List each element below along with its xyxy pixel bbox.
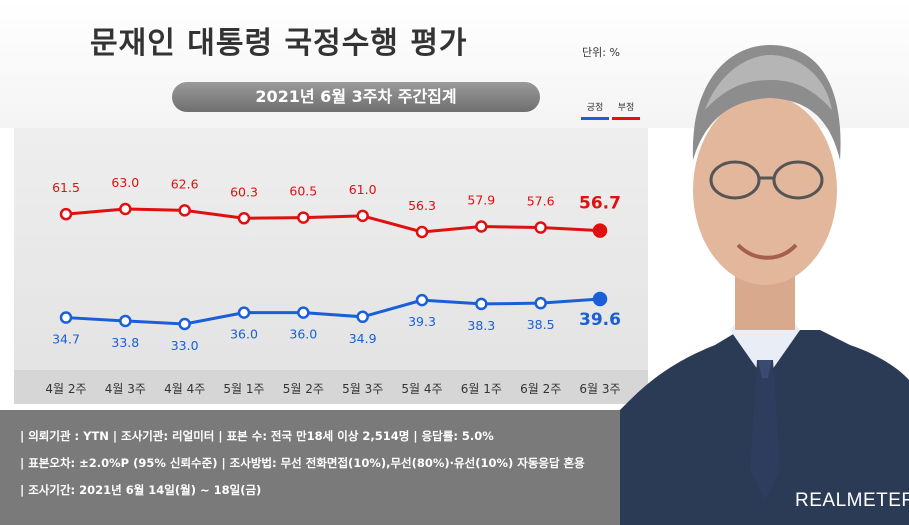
data-label: 34.7 bbox=[52, 332, 80, 347]
data-label: 38.3 bbox=[467, 318, 495, 333]
data-point bbox=[59, 311, 73, 324]
legend-negative: 부정 bbox=[612, 100, 640, 120]
plot-area bbox=[14, 128, 648, 404]
unit-label: 단위: % bbox=[582, 46, 620, 59]
data-point bbox=[534, 221, 547, 234]
data-point bbox=[592, 223, 608, 238]
data-point bbox=[178, 317, 191, 331]
legend-negative-label: 부정 bbox=[617, 103, 635, 113]
data-point bbox=[297, 306, 310, 319]
data-point bbox=[415, 225, 429, 239]
x-tick-label: 4월 2주 bbox=[45, 382, 86, 396]
data-label: 57.6 bbox=[527, 194, 555, 209]
data-label: 56.7 bbox=[579, 194, 621, 214]
survey-info-line-3: | 조사기간: 2021년 6월 14일(월) ~ 18일(금) bbox=[20, 483, 262, 497]
data-label: 60.3 bbox=[230, 184, 258, 199]
legend-negative-swatch bbox=[612, 117, 640, 120]
data-label: 61.0 bbox=[349, 182, 377, 197]
x-tick-label: 4월 4주 bbox=[164, 382, 205, 396]
period-subtitle: 2021년 6월 3주차 주간집계 bbox=[172, 82, 540, 112]
legend-positive-label: 긍정 bbox=[586, 103, 604, 113]
data-point bbox=[415, 293, 429, 307]
data-point bbox=[356, 310, 369, 324]
data-point bbox=[475, 297, 488, 311]
data-point bbox=[475, 220, 488, 233]
data-point bbox=[237, 212, 251, 225]
chart-title: 문재인 대통령 국정수행 평가 bbox=[90, 26, 468, 61]
data-point bbox=[119, 314, 132, 328]
data-label: 63.0 bbox=[111, 175, 139, 190]
series-line-positive bbox=[65, 297, 601, 326]
president-portrait bbox=[620, 45, 909, 525]
x-tick-label: 5월 3주 bbox=[342, 382, 383, 396]
data-label: 38.5 bbox=[527, 317, 555, 332]
data-point bbox=[592, 291, 608, 307]
data-label: 36.0 bbox=[289, 327, 317, 342]
data-label: 39.6 bbox=[579, 310, 621, 330]
survey-info-line-1: | 의뢰기관 : YTN | 조사기관: 리얼미터 | 표본 수: 전국 만18… bbox=[20, 429, 494, 443]
x-tick-label: 6월 2주 bbox=[520, 382, 561, 396]
data-label: 39.3 bbox=[408, 314, 436, 329]
data-point bbox=[237, 306, 251, 319]
data-label: 34.9 bbox=[349, 331, 377, 346]
legend-positive-swatch bbox=[581, 117, 609, 120]
x-tick-label: 4월 3주 bbox=[105, 382, 146, 396]
data-label: 56.3 bbox=[408, 198, 436, 213]
x-tick-label: 6월 1주 bbox=[461, 382, 502, 396]
data-label: 33.0 bbox=[171, 338, 199, 353]
survey-info-line-2: | 표본오차: ±2.0%P (95% 신뢰수준) | 조사방법: 무선 전화면… bbox=[20, 456, 585, 470]
x-tick-label: 5월 2주 bbox=[283, 382, 324, 396]
x-tick-label: 5월 4주 bbox=[401, 382, 442, 396]
data-point bbox=[178, 204, 191, 217]
data-label: 62.6 bbox=[171, 176, 199, 191]
realmeter-logo: REALMETER bbox=[795, 490, 909, 511]
data-label: 33.8 bbox=[111, 335, 139, 350]
line-chart: 61.5 63.0 62.6 60.3 60.5 61.0 56.3 57.9 57.6 56.7… bbox=[14, 175, 648, 404]
x-axis-band bbox=[14, 370, 648, 404]
data-label: 36.0 bbox=[230, 327, 258, 342]
data-point bbox=[297, 211, 310, 224]
data-point bbox=[356, 209, 369, 223]
data-label: 60.5 bbox=[289, 184, 317, 199]
series-line-negative bbox=[65, 207, 601, 234]
legend-positive: 긍정 bbox=[581, 100, 609, 120]
x-tick-label: 5월 1주 bbox=[223, 382, 264, 396]
data-point bbox=[119, 202, 132, 216]
data-point bbox=[534, 296, 547, 310]
data-label: 57.9 bbox=[467, 193, 495, 208]
data-point bbox=[59, 207, 73, 221]
data-label: 61.5 bbox=[52, 180, 80, 195]
x-tick-label: 6월 3주 bbox=[579, 382, 620, 396]
